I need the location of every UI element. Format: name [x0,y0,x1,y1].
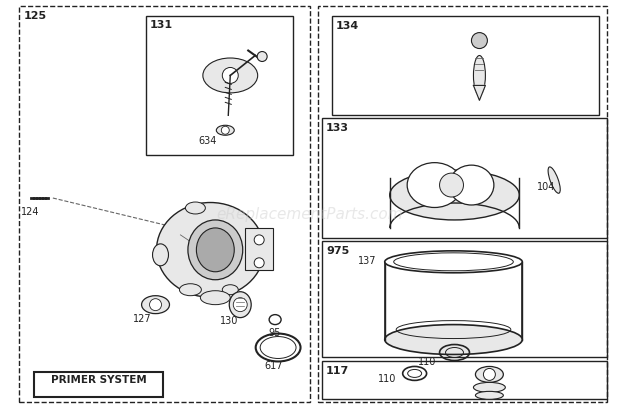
Text: 131: 131 [149,20,173,29]
Text: 975: 975 [326,246,349,256]
Ellipse shape [385,325,522,355]
Ellipse shape [548,167,560,193]
Ellipse shape [449,165,494,205]
Text: 104: 104 [537,182,556,192]
Text: 110: 110 [378,374,396,384]
Ellipse shape [390,170,520,220]
Text: 125: 125 [24,11,47,21]
Ellipse shape [216,125,234,135]
Bar [146,16,293,155]
Text: 130: 130 [220,316,239,326]
Circle shape [254,235,264,245]
Ellipse shape [476,366,503,382]
Text: 95: 95 [268,328,280,337]
Ellipse shape [141,296,169,314]
Circle shape [149,299,161,311]
Circle shape [254,258,264,268]
Text: PRIMER SYSTEM: PRIMER SYSTEM [51,375,146,385]
Circle shape [484,369,495,380]
Text: 617: 617 [264,362,283,371]
Text: 110: 110 [418,357,436,367]
Circle shape [257,52,267,61]
Ellipse shape [203,58,258,93]
Ellipse shape [476,391,503,399]
Bar [34,373,164,397]
Ellipse shape [153,244,169,266]
Bar [332,16,599,115]
Circle shape [223,67,238,83]
Ellipse shape [156,202,264,297]
Circle shape [233,298,247,312]
Text: eReplacementParts.com: eReplacementParts.com [216,207,404,222]
Ellipse shape [185,202,205,214]
Ellipse shape [474,382,505,392]
Ellipse shape [229,292,251,318]
Text: 117: 117 [326,366,349,376]
Ellipse shape [200,291,230,305]
Text: 634: 634 [198,136,217,146]
Ellipse shape [474,56,485,95]
Text: 133: 133 [326,123,349,133]
Bar [318,6,607,402]
Ellipse shape [179,284,202,296]
Text: 137: 137 [358,256,376,266]
Ellipse shape [385,251,522,273]
Bar [322,241,607,357]
Circle shape [471,33,487,49]
Bar [322,362,607,399]
Bar [19,6,310,402]
Polygon shape [474,85,485,100]
Circle shape [221,126,229,134]
Bar [246,228,273,270]
Text: 134: 134 [336,20,359,31]
Bar [322,118,607,238]
Ellipse shape [223,285,238,295]
Ellipse shape [407,163,462,207]
Ellipse shape [188,220,242,280]
Circle shape [440,173,464,197]
Text: 124: 124 [21,207,40,217]
Ellipse shape [197,228,234,272]
Text: 127: 127 [133,314,151,324]
